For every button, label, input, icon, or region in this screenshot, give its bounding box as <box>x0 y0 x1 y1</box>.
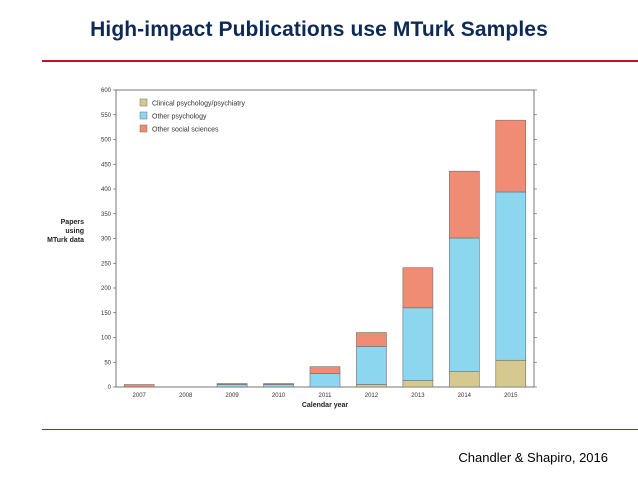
bar-segment <box>449 170 480 239</box>
x-tick-label: 2015 <box>504 393 518 399</box>
bar-segment <box>356 384 387 388</box>
bar-segment <box>402 307 434 381</box>
x-tick-label: 2013 <box>411 393 425 399</box>
bar-segment <box>449 371 480 388</box>
y-tick-label: 50 <box>104 360 111 366</box>
y-tick-label: 550 <box>101 113 112 119</box>
bar-segment <box>123 384 155 388</box>
legend-swatch <box>139 111 148 120</box>
x-tick-label: 2011 <box>319 393 333 399</box>
bar-segment <box>216 383 248 385</box>
bar-segment <box>216 384 248 388</box>
x-tick-label: 2012 <box>365 393 379 399</box>
y-tick-label: 500 <box>101 138 112 144</box>
y-tick-label: 300 <box>101 237 112 243</box>
y-tick-label: 200 <box>101 286 112 292</box>
bar-segment <box>495 191 527 361</box>
x-tick-label: 2010 <box>272 393 286 399</box>
bar-segment <box>356 332 387 347</box>
footer-divider <box>42 429 638 430</box>
title-divider <box>42 60 638 62</box>
bar-segment <box>402 380 434 388</box>
y-tick-label: 350 <box>101 212 112 218</box>
legend-label: Clinical psychology/psychiatry <box>152 101 245 108</box>
legend-swatch <box>139 98 148 107</box>
chart-legend: Clinical psychology/psychiatry Other psyc… <box>139 98 245 134</box>
legend-swatch <box>139 124 148 133</box>
bar-segment <box>263 383 294 385</box>
legend-label: Other social sciences <box>152 127 219 134</box>
y-tick-label: 600 <box>101 88 112 94</box>
bar-segment <box>263 384 294 388</box>
slide-title: High-impact Publications use MTurk Sampl… <box>90 18 548 41</box>
y-tick-label: 0 <box>108 385 112 391</box>
y-tick-label: 250 <box>101 261 112 267</box>
bar-segment <box>309 366 341 374</box>
bar-segment <box>309 373 341 388</box>
y-tick-label: 100 <box>101 336 112 342</box>
bar-segment <box>495 359 527 388</box>
x-tick-label: 2008 <box>179 393 193 399</box>
citation: Chandler & Shapiro, 2016 <box>458 450 608 465</box>
bar-segment <box>449 237 480 372</box>
y-axis-title-line: MTurk data <box>47 237 84 244</box>
y-tick-label: 400 <box>101 187 112 193</box>
y-axis-title-line: using <box>65 228 84 235</box>
legend-label: Other psychology <box>152 114 207 121</box>
y-axis-title-line: Papers <box>61 219 84 226</box>
bar-segment <box>495 119 527 193</box>
x-tick-label: 2014 <box>458 393 472 399</box>
y-tick-label: 150 <box>101 311 112 317</box>
bar-segment <box>402 267 434 309</box>
x-tick-label: 2007 <box>133 393 147 399</box>
y-tick-label: 450 <box>101 162 112 168</box>
x-axis-title: Calendar year <box>302 402 349 409</box>
plot-area: 0 50 100 150 200 250 300 350 400 450 500 550 600 2007… <box>101 88 537 399</box>
axis-titles: Calendar year Papers using MTurk data <box>47 219 348 409</box>
x-tick-label: 2009 <box>225 393 239 399</box>
bar-segment <box>356 346 387 385</box>
